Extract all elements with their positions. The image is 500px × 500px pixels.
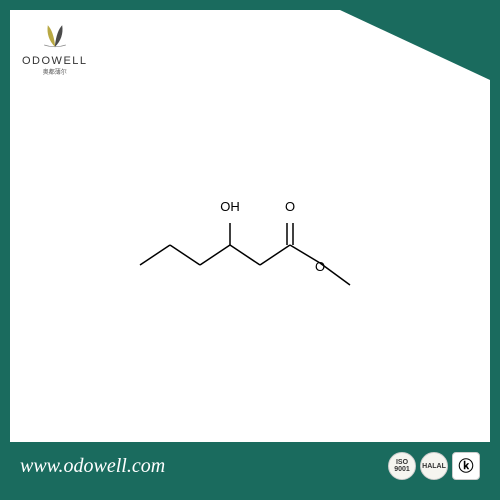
svg-text:O: O (315, 259, 325, 274)
logo-subtext: 奥都薄尔 (43, 67, 67, 76)
svg-text:O: O (285, 199, 295, 214)
logo-brand-text: ODOWELL (22, 55, 88, 67)
corner-triangle (340, 10, 490, 80)
cert-badge: HALAL (420, 452, 448, 480)
molecule-diagram: O OH O (120, 160, 380, 310)
website-url: www.odowell.com (20, 455, 165, 478)
footer-bar: www.odowell.com ISO 9001HALALⓚ (10, 442, 490, 490)
svg-text:OH: OH (220, 199, 240, 214)
cert-badge: ISO 9001 (388, 452, 416, 480)
card-frame: ODOWELL 奥都薄尔 O OH O www.odowell.com ISO 90… (0, 0, 500, 500)
brand-logo: ODOWELL 奥都薄尔 (22, 18, 88, 76)
cert-badge: ⓚ (452, 452, 480, 480)
certification-badges: ISO 9001HALALⓚ (388, 452, 480, 480)
logo-leaf-icon (37, 18, 73, 54)
